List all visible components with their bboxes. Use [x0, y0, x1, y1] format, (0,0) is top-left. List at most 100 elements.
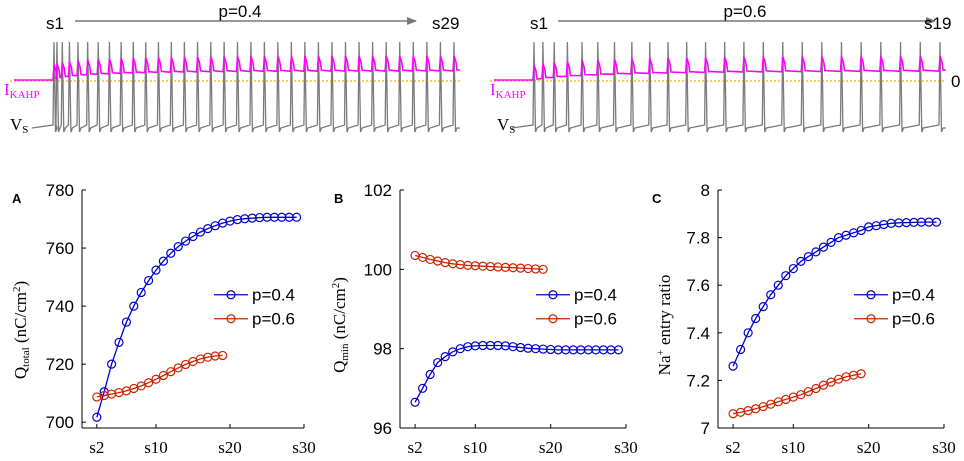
- panel-b-point: [613, 345, 624, 355]
- trace-panel-p06: s1 p=0.6 s19 0 IKAHP VS: [490, 2, 960, 136]
- panel-a-point: [151, 374, 161, 384]
- panel-a-ytick-label: 780: [46, 181, 74, 200]
- trace2-ikahp-label: IKAHP: [490, 80, 526, 101]
- panel-a-xtick-label: s20: [218, 438, 242, 457]
- panel-c-ytick-label: 7: [701, 419, 710, 438]
- panel-b-point: [410, 397, 420, 407]
- panel-b-legend-label-1: p=0.6: [574, 310, 617, 329]
- panel-c-point: [811, 247, 821, 257]
- panel-b-ytick-label: 102: [364, 181, 392, 200]
- trace1-p-label: p=0.4: [218, 2, 261, 21]
- panel-a-point: [144, 275, 154, 286]
- panel-a-point: [121, 317, 132, 327]
- panel-c-point: [856, 369, 866, 379]
- panel-b-point: [425, 369, 435, 380]
- panel-b-point: [410, 250, 420, 261]
- panel-c-point: [931, 217, 942, 227]
- panel-c-point: [735, 344, 746, 355]
- panel-c-point: [743, 328, 753, 338]
- panel-a-ytick-label: 700: [46, 413, 74, 432]
- panel-c-point: [766, 290, 776, 300]
- panel-c-xtick-label: s10: [782, 438, 806, 457]
- panel-b-ytick-label: 100: [364, 260, 392, 279]
- panel-c-letter: C: [652, 191, 662, 206]
- panel-a-point: [151, 265, 161, 275]
- panel-c-point: [758, 302, 768, 312]
- panel-a-point: [173, 363, 183, 373]
- panel-c-point: [826, 237, 836, 247]
- panel-b-point: [538, 264, 548, 274]
- panel-a-point: [262, 212, 272, 222]
- panel-a-point: [136, 381, 146, 391]
- panel-a-point: [158, 370, 168, 381]
- panel-c-ylabel: Na+ entry ratio: [655, 275, 674, 376]
- panel-c-point: [773, 280, 783, 290]
- panel-a-legend-label-0: p=0.4: [252, 286, 295, 305]
- panel-c-ytick-label: 7.8: [686, 229, 710, 248]
- panel-a-point: [195, 227, 205, 237]
- panel-c-legend-marker-1: [866, 314, 876, 324]
- panel-c-ytick-label: 7.6: [686, 276, 710, 295]
- panel-b-xtick-label: s20: [539, 438, 563, 457]
- trace1-vs-label: VS: [10, 115, 28, 136]
- panel-c-legend-label-0: p=0.4: [892, 286, 935, 305]
- panel-c-point: [856, 225, 866, 236]
- panel-c-point: [796, 256, 806, 266]
- trace2-vs-label: VS: [497, 115, 515, 136]
- panel-a-ylabel: Qtotal (nC/cm2): [11, 281, 32, 379]
- panel-a-point: [188, 231, 198, 242]
- panel-c-point: [781, 271, 791, 281]
- panel-c-point: [803, 252, 814, 262]
- panel-b-xtick-label: s10: [464, 438, 488, 457]
- panel-a-legend-marker-0: [226, 290, 236, 300]
- trace2-zero-label: 0: [951, 72, 960, 91]
- panel-c-xtick-label: s2: [726, 438, 741, 457]
- panel-a-point: [144, 378, 154, 388]
- panel-c-point: [818, 242, 829, 252]
- trace2-p-label: p=0.6: [723, 2, 766, 21]
- panel-b-ytick-label: 96: [373, 419, 392, 438]
- panel-a-point: [181, 236, 191, 246]
- panel-a-xtick-label: s2: [89, 438, 104, 457]
- panel-a-point: [292, 212, 302, 222]
- panel-c-point: [796, 390, 806, 400]
- panel-b-xtick-label: s2: [408, 438, 423, 457]
- trace1-ikahp-label: IKAHP: [4, 80, 40, 101]
- panel-a-legend-marker-1: [226, 314, 236, 324]
- panel-b-point: [440, 352, 450, 362]
- panel-a-point: [269, 212, 279, 222]
- panel-b-ytick-label: 98: [373, 340, 392, 359]
- panel-c-point: [803, 386, 814, 397]
- panel-a-xtick-label: s10: [144, 438, 168, 457]
- panel-c-ytick-label: 7.4: [686, 324, 710, 343]
- panel-c-xtick-label: s20: [857, 438, 881, 457]
- panel-a-ytick-label: 760: [46, 239, 74, 258]
- panel-a-point: [166, 367, 176, 377]
- panel-c-point: [811, 383, 821, 394]
- panel-a-point: [158, 256, 168, 266]
- chart-panel-a: A Qtotal (nC/cm2) 700 720 740 760 780 s2 s10 s2…: [11, 181, 316, 457]
- panel-b-point: [418, 383, 428, 393]
- panel-b-xtick-label: s30: [614, 438, 638, 457]
- panel-c-point: [818, 380, 829, 390]
- chart-panel-b: B Qmin (nC/cm2) 96 98 100 102 s2 s10 s20 s30 p=0…: [330, 181, 638, 457]
- panel-a-point: [218, 350, 228, 361]
- panel-b-point: [448, 347, 458, 357]
- panel-a-xtick-label: s30: [292, 438, 316, 457]
- panel-c-point: [788, 263, 798, 274]
- panel-a-point: [166, 248, 176, 258]
- trace1-vs-trace: [31, 41, 460, 133]
- trace2-start-label: s1: [530, 14, 548, 33]
- panel-c-ytick-label: 8: [701, 181, 710, 200]
- trace2-ikahp-trace: [494, 55, 947, 81]
- panel-c-legend-marker-0: [866, 290, 876, 300]
- panel-b-legend-marker-1: [548, 314, 558, 324]
- trace1-ikahp-trace: [14, 55, 461, 81]
- panel-a-ytick-label: 740: [46, 297, 74, 316]
- panel-c-ytick-label: 7.2: [686, 371, 710, 390]
- trace1-start-label: s1: [46, 14, 64, 33]
- panel-a-point: [284, 212, 294, 222]
- panel-b-legend-label-0: p=0.4: [574, 286, 617, 305]
- panel-c-xtick-label: s30: [932, 438, 956, 457]
- panel-a-point: [136, 287, 146, 298]
